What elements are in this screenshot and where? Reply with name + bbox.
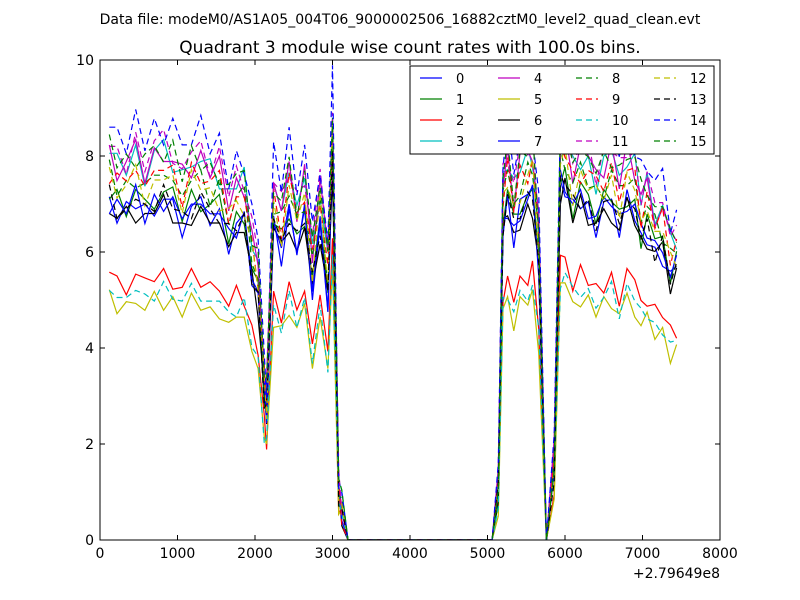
series-line-9 [108,141,678,540]
legend-label-5: 5 [534,93,542,108]
series-line-8 [108,117,677,540]
legend-label-7: 7 [534,135,542,150]
legend-label-1: 1 [456,93,464,108]
x-tick-label: 1000 [160,546,196,562]
series-line-12 [108,123,678,540]
y-tick-label: 8 [85,149,94,165]
series-line-15 [108,120,678,540]
x-tick-label: 2000 [237,546,273,562]
x-tick-label: 6000 [547,546,583,562]
chart-title: Quadrant 3 module wise count rates with … [179,38,640,58]
x-tick-label: 8000 [702,546,738,562]
legend-label-8: 8 [612,72,620,87]
legend-label-0: 0 [456,72,464,87]
x-tick-label: 7000 [625,546,661,562]
y-tick-label: 0 [85,533,94,549]
data-file-label: Data file: modeM0/AS1A05_004T06_90000025… [100,12,701,28]
legend-label-4: 4 [534,72,542,87]
legend-label-14: 14 [690,114,707,129]
legend-label-15: 15 [690,135,707,150]
series-line-13 [108,150,678,540]
x-tick-label: 5000 [470,546,506,562]
legend-box [409,65,715,155]
series-line-10 [108,254,677,540]
y-tick-label: 2 [85,437,94,453]
legend-label-9: 9 [612,93,620,108]
x-tick-label: 3000 [315,546,351,562]
legend-label-6: 6 [534,114,542,129]
y-tick-label: 6 [85,245,94,261]
legend-label-10: 10 [612,114,629,129]
series-line-4 [108,123,678,540]
legend-label-3: 3 [456,135,464,150]
legend-label-2: 2 [456,114,464,129]
x-tick-label: 4000 [392,546,428,562]
legend-label-12: 12 [690,72,707,87]
x-tick-label: 0 [96,546,105,562]
plot-frame [99,59,721,541]
legend-label-11: 11 [612,135,629,150]
y-tick-label: 4 [85,341,94,357]
legend-label-13: 13 [690,93,707,108]
y-tick-label: 10 [76,53,94,69]
x-offset-label: +2.79649e8 [633,566,720,582]
